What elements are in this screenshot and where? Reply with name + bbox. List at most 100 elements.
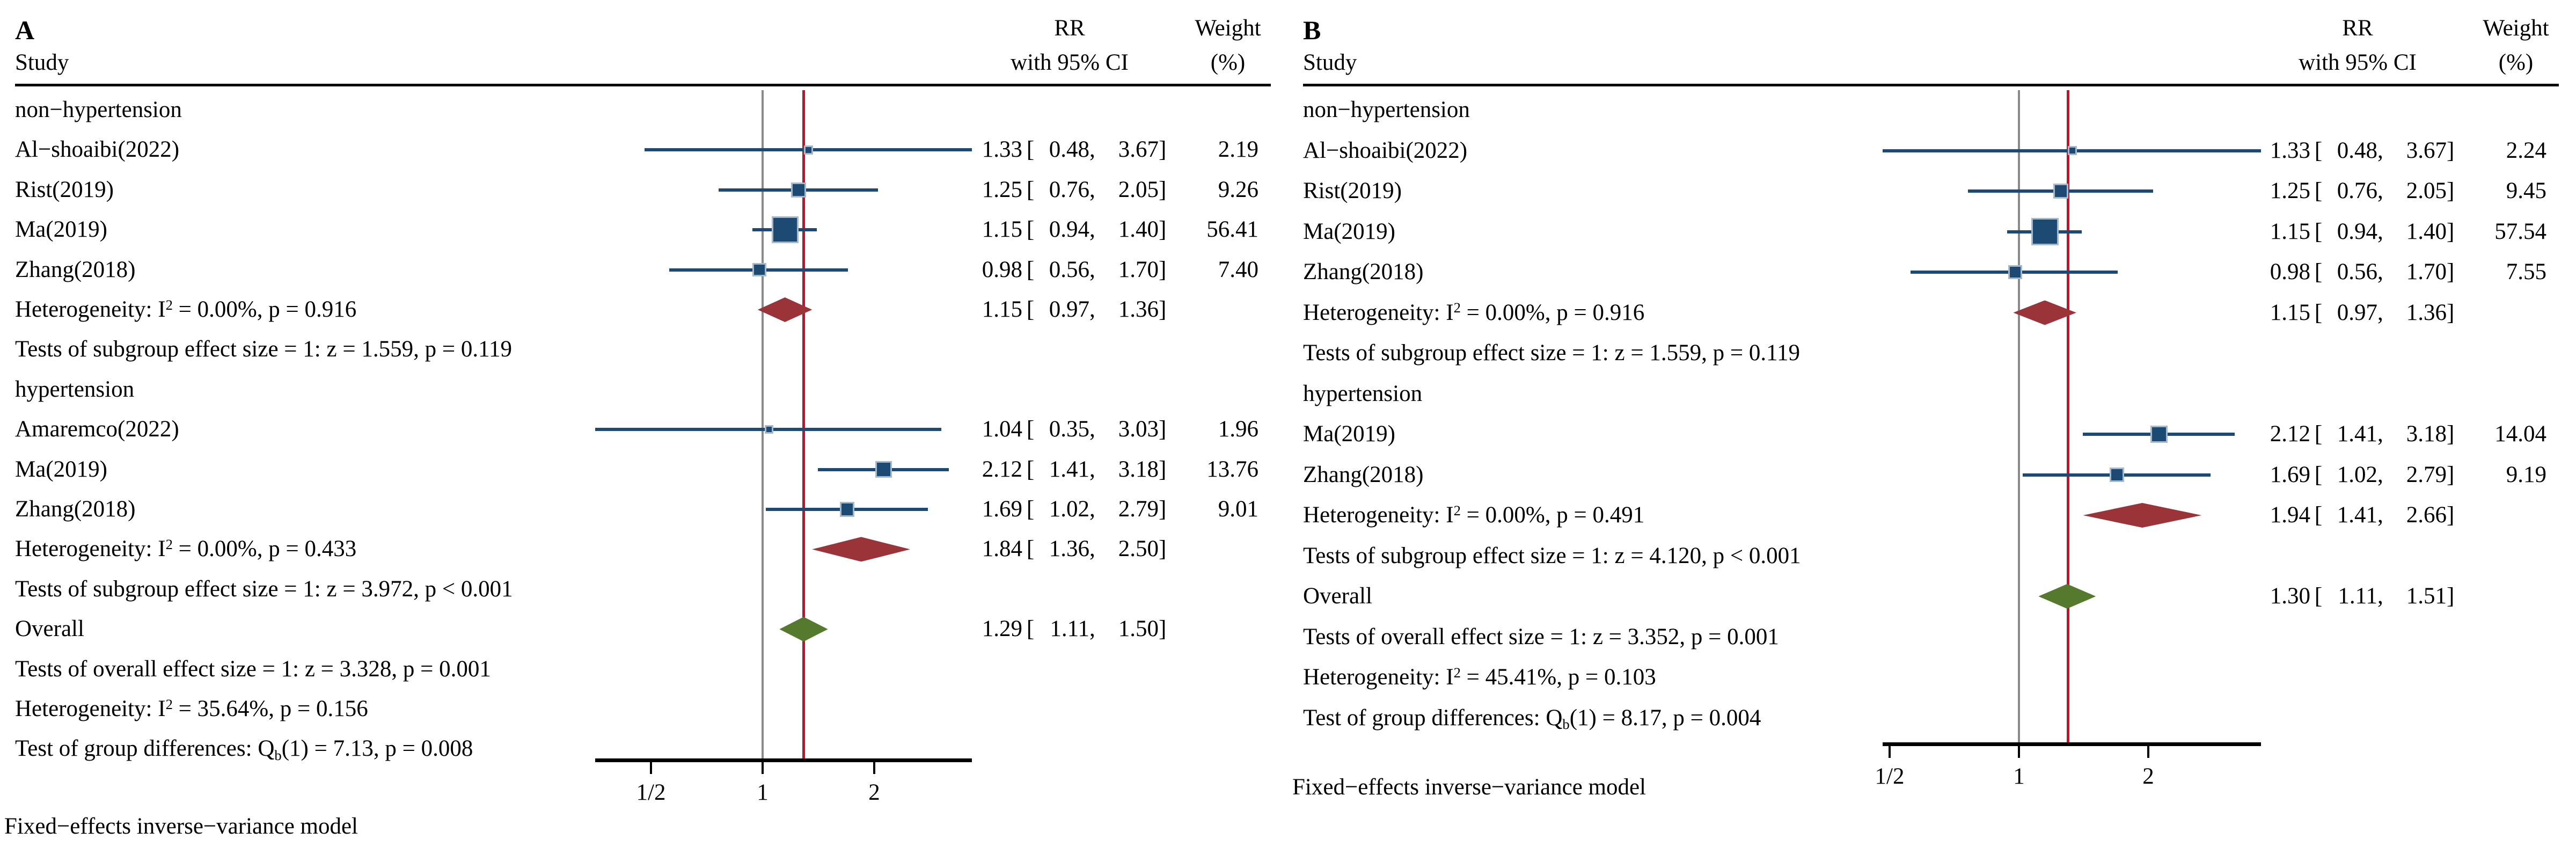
- rr-value-part: 1.33: [982, 137, 1022, 163]
- text-segment: = 45.41%, p = 0.103: [1460, 665, 1656, 690]
- axis-tick: [762, 760, 764, 774]
- axis-tick: [2018, 744, 2020, 758]
- weight-value: 14.04: [2494, 421, 2546, 447]
- rr-value-part: ]: [1159, 417, 1167, 442]
- weight-value: 2.19: [1218, 137, 1258, 163]
- rr-value-part: 0.94: [2337, 218, 2377, 244]
- weight-value: 56.41: [1206, 217, 1258, 243]
- rr-value-part: 2.05: [2406, 178, 2447, 203]
- study-row-label: Al−shoaibi(2022): [15, 137, 180, 163]
- superscript: 2: [165, 296, 173, 313]
- rr-value-part: ,: [1089, 536, 1095, 562]
- rr-value-part: ,: [2377, 462, 2383, 487]
- rr-value-part: ,: [1089, 456, 1095, 482]
- rr-value-part: ]: [2447, 421, 2455, 447]
- rr-value-part: 1.41: [2337, 421, 2377, 447]
- study-row-label: Ma(2019): [1303, 218, 1395, 244]
- text-segment: Heterogeneity: I: [15, 297, 166, 322]
- stats-row-label: Test of group differences: Qb(1) = 7.13,…: [15, 734, 473, 763]
- rr-value: 1.15[0.94, 1.40]: [2238, 217, 2458, 246]
- rr-value-part: ,: [2377, 259, 2383, 284]
- axis-tick: [873, 760, 875, 774]
- study-row-label: Zhang(2018): [15, 496, 136, 522]
- weight-value: 9.01: [1218, 496, 1258, 522]
- rr-value-part: [: [2314, 218, 2323, 244]
- text-segment: (1) = 7.13, p = 0.008: [281, 736, 473, 762]
- rr-value-part: ,: [1089, 177, 1095, 202]
- rr-value-part: 0.56: [1049, 257, 1089, 282]
- point-estimate-marker: [2067, 145, 2077, 156]
- stats-row-label: Tests of subgroup effect size = 1: z = 1…: [15, 335, 512, 364]
- rr-value-part: 1.84: [982, 536, 1022, 562]
- weight-column-header: (%): [2498, 50, 2534, 75]
- rr-value-part: 2.79: [1118, 496, 1159, 522]
- superscript: 2: [165, 696, 173, 712]
- rr-value-part: 1.25: [2270, 178, 2310, 203]
- overall-effect-line: [2066, 90, 2069, 744]
- point-estimate-marker: [2008, 265, 2022, 279]
- rr-value-part: 0.97: [2337, 300, 2377, 325]
- rr-value-part: 1.04: [982, 417, 1022, 442]
- group-row-label: non−hypertension: [15, 97, 182, 122]
- rr-value-part: [: [2314, 300, 2323, 325]
- weight-value: 7.55: [2506, 259, 2546, 284]
- rr-value-part: [: [1026, 496, 1035, 522]
- text-segment: Tests of subgroup effect size = 1: z = 3…: [15, 576, 513, 602]
- rr-value-part: ]: [2447, 259, 2455, 284]
- stats-row-label: Tests of overall effect size = 1: z = 3.…: [15, 655, 491, 684]
- rr-value-part: [: [2314, 583, 2323, 609]
- stats-row-label: Tests of subgroup effect size = 1: z = 1…: [1303, 339, 1800, 368]
- point-estimate-marker: [875, 461, 892, 478]
- rr-value-part: 1.41: [1049, 456, 1089, 482]
- text-segment: Heterogeneity: I: [1303, 665, 1454, 690]
- rr-value-part: [: [1026, 137, 1035, 163]
- point-estimate-marker: [791, 182, 806, 198]
- rr-value-part: ]: [1159, 496, 1167, 522]
- axis-tick-label: 2: [2142, 764, 2154, 789]
- stats-row-label: Heterogeneity: I2 = 35.64%, p = 0.156: [15, 695, 368, 724]
- axis-tick-label: 1: [2013, 764, 2025, 789]
- superscript: 2: [1453, 664, 1461, 681]
- point-estimate-marker: [2031, 218, 2059, 245]
- rr-value-part: [: [1026, 417, 1035, 442]
- rr-value-part: ]: [2447, 583, 2455, 609]
- text-segment: (1) = 8.17, p = 0.004: [1569, 705, 1761, 731]
- point-estimate-marker: [771, 216, 799, 244]
- summary-diamond: [2038, 584, 2096, 609]
- text-segment: Tests of subgroup effect size = 1: z = 1…: [1303, 340, 1800, 366]
- rr-value: 1.84[1.36, 2.50]: [950, 535, 1170, 564]
- rr-value-part: 1.25: [982, 177, 1022, 202]
- rr-value-part: ]: [1159, 257, 1167, 282]
- rr-value-part: 1.02: [1049, 496, 1089, 522]
- rr-value: 1.94[1.41, 2.66]: [2238, 501, 2458, 530]
- text-segment: Heterogeneity: I: [15, 536, 166, 562]
- header-rule: [1303, 84, 2559, 86]
- summary-row-label: Heterogeneity: I2 = 0.00%, p = 0.433: [15, 535, 356, 564]
- rr-value: 0.98[0.56, 1.70]: [2238, 258, 2458, 287]
- rr-value-part: ,: [1089, 297, 1095, 322]
- rr-value-part: ]: [2447, 462, 2455, 487]
- footnote: Fixed−effects inverse−variance model: [4, 814, 358, 839]
- summary-row-label: Heterogeneity: I2 = 0.00%, p = 0.491: [1303, 501, 1644, 530]
- weight-value: 9.45: [2506, 178, 2546, 203]
- rr-value-part: 3.18: [1118, 456, 1159, 482]
- rr-value-part: 1.50: [1118, 616, 1159, 642]
- rr-value-part: ,: [2377, 218, 2383, 244]
- rr-value-part: 1.40: [2406, 218, 2447, 244]
- summary-row-label: Heterogeneity: I2 = 0.00%, p = 0.916: [15, 295, 356, 324]
- subscript: b: [274, 747, 282, 763]
- rr-value: 2.12[1.41, 3.18]: [2238, 420, 2458, 449]
- weight-value: 9.19: [2506, 462, 2546, 487]
- rr-value-part: 2.12: [982, 456, 1022, 482]
- group-row-label: hypertension: [15, 376, 135, 402]
- rr-value: 1.25[0.76, 2.05]: [950, 176, 1170, 205]
- rr-value: 1.29[1.11, 1.50]: [950, 615, 1170, 644]
- panel-letter: B: [1303, 15, 1321, 45]
- rr-value-part: ,: [2377, 583, 2383, 609]
- rr-value-part: ,: [1089, 137, 1095, 163]
- rr-value: 1.25[0.76, 2.05]: [2238, 177, 2458, 206]
- superscript: 2: [1453, 300, 1461, 316]
- text-segment: Heterogeneity: I: [1303, 300, 1454, 325]
- rr-value-part: [: [1026, 217, 1035, 243]
- rr-value-part: ,: [1089, 616, 1095, 642]
